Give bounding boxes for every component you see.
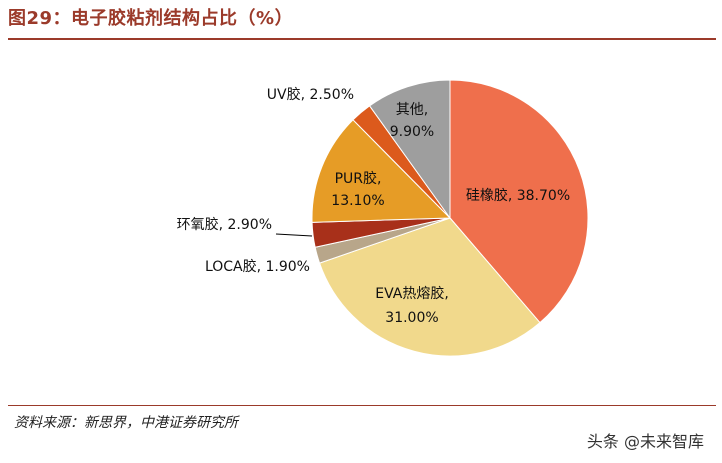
slice-label-2: LOCA胶, 1.90% (205, 258, 310, 275)
pie-slices (311, 79, 589, 357)
slice-label-4: PUR胶, 13.10% (331, 170, 384, 209)
figure-title: 图29：电子胶粘剂结构占比（%） (8, 8, 294, 29)
slice-label-3: 环氧胶, 2.90% (177, 216, 272, 233)
slice-labels: 硅橡胶, 38.70% EVA热熔胶, 31.00% LOCA胶, 1.90% 环氧胶,… (177, 86, 571, 326)
pie-slice-4 (311, 119, 452, 223)
slice-label-1: EVA热熔胶, 31.00% (375, 285, 449, 326)
slice-label-5: UV胶, 2.50% (267, 86, 354, 103)
leader-line-3 (275, 233, 313, 237)
pie-slice-0 (449, 79, 589, 324)
title-divider (8, 38, 716, 40)
watermark: 头条 @未来智库 (586, 432, 704, 451)
footer-divider (8, 405, 716, 406)
pie-slice-1 (318, 217, 541, 357)
slice-label-0: 硅橡胶, 38.70% (466, 187, 570, 204)
source-note: 资料来源：新思界，中港证券研究所 (14, 415, 238, 431)
pie-slice-6 (368, 79, 451, 220)
slice-label-6: 其他, 9.90% (390, 102, 434, 140)
